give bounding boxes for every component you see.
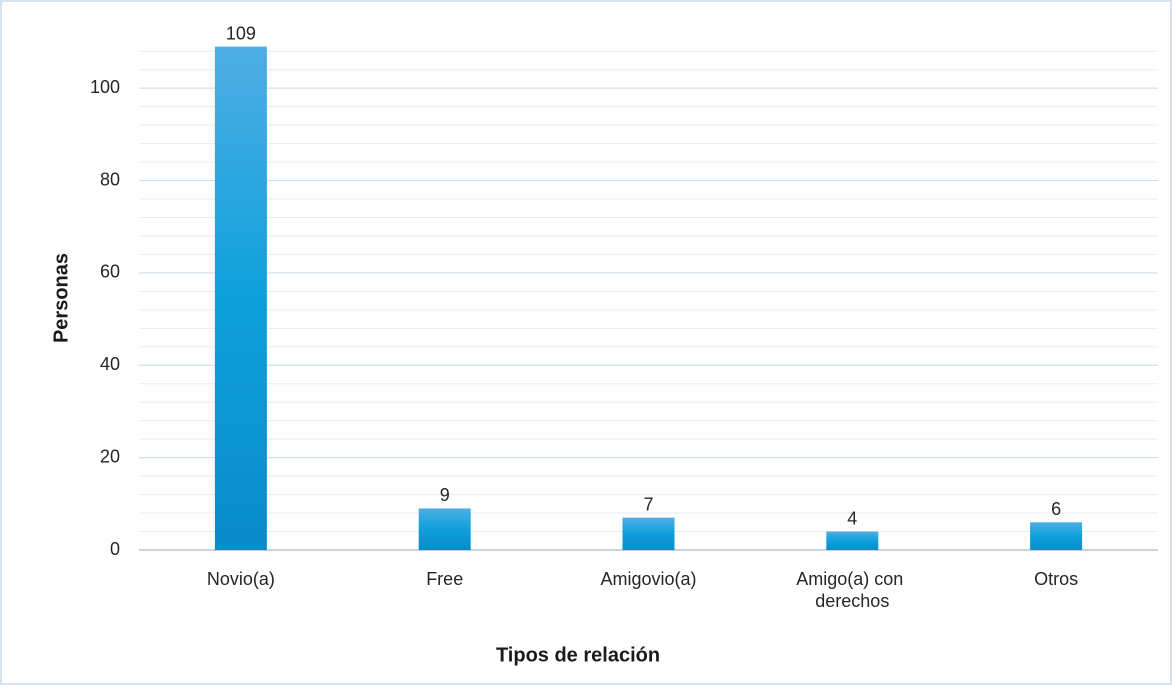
value-label: 7: [643, 494, 653, 514]
x-tick-label: Novio(a): [207, 569, 275, 589]
bar: [622, 517, 675, 550]
y-tick-label: 80: [100, 169, 120, 189]
y-tick-label: 100: [90, 77, 120, 97]
grid: [139, 50, 1158, 551]
x-tick-label: Amigo(a) con derechos: [796, 569, 908, 611]
bar: [418, 508, 471, 550]
bar: [826, 531, 879, 550]
value-label: 4: [847, 508, 857, 528]
bar: [1030, 522, 1083, 550]
value-label: 9: [440, 485, 450, 505]
y-tick-label: 0: [110, 539, 120, 559]
y-axis-title: Personas: [50, 253, 72, 343]
value-label: 6: [1051, 499, 1061, 519]
bar: [214, 46, 267, 550]
x-axis-title: Tipos de relación: [496, 644, 660, 666]
y-tick-label: 40: [100, 354, 120, 374]
x-tick-label: Free: [426, 569, 463, 589]
y-tick-label: 60: [100, 262, 120, 282]
value-label: 109: [226, 23, 256, 43]
x-tick-label: Otros: [1034, 569, 1078, 589]
y-tick-label: 20: [100, 446, 120, 466]
x-tick-label: Amigovio(a): [600, 569, 696, 589]
